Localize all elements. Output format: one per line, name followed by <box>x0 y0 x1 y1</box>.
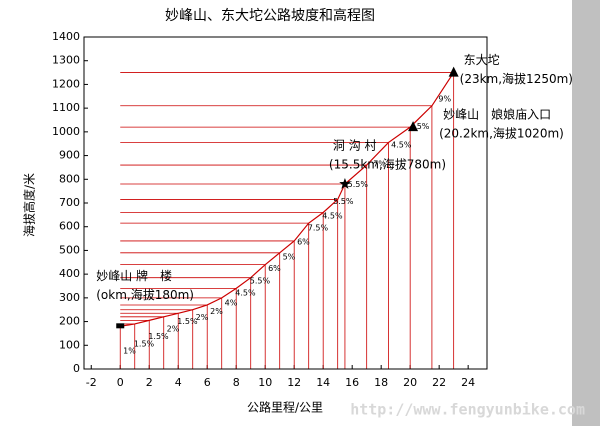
y-tick-label: 900 <box>59 149 80 162</box>
plot-frame <box>83 36 488 370</box>
landmark-marker <box>448 66 459 77</box>
landmark-detail: (23km,海拔1250m) <box>460 71 573 86</box>
slope-label: 7.5% <box>308 223 329 232</box>
landmark-marker <box>339 178 351 189</box>
slope-label: 1.5% <box>177 317 198 326</box>
x-tick-label: 4 <box>175 376 182 389</box>
slope-label: 5% <box>417 122 430 131</box>
y-tick-label: 800 <box>59 172 80 185</box>
landmark-name: 东大坨 <box>464 52 500 67</box>
y-tick-label: 1100 <box>52 101 80 114</box>
y-tick-label: 1200 <box>52 77 80 90</box>
x-tick-label: 16 <box>345 376 359 389</box>
x-tick-label: 22 <box>432 376 446 389</box>
slope-label: 6% <box>268 264 281 273</box>
y-tick-label: 1300 <box>52 54 80 67</box>
y-tick-label: 400 <box>59 267 80 280</box>
side-bar <box>572 0 600 426</box>
x-tick-label: 24 <box>461 376 475 389</box>
chart-title: 妙峰山、东大坨公路坡度和高程图 <box>165 7 375 24</box>
y-tick-label: 1400 <box>52 30 80 43</box>
y-tick-label: 200 <box>59 315 80 328</box>
slope-label: 4% <box>225 299 238 308</box>
x-tick-label: 20 <box>403 376 417 389</box>
x-tick-label: 10 <box>258 376 272 389</box>
x-tick-label: 6 <box>204 376 211 389</box>
slope-label: 5.5% <box>348 180 369 189</box>
y-tick-label: 1000 <box>52 125 80 138</box>
x-tick-label: 0 <box>117 376 124 389</box>
y-tick-label: 600 <box>59 220 80 233</box>
watermark: http://www.fengyunbike.com <box>350 401 585 419</box>
x-tick-label: 8 <box>233 376 240 389</box>
slope-label: 1.5% <box>148 332 169 341</box>
slope-label: 5% <box>283 252 296 261</box>
slope-label: 4.5% <box>235 289 256 298</box>
slope-label: 5.5% <box>333 197 354 206</box>
landmark-detail: (okm,海拔180m) <box>96 287 194 302</box>
slope-label: 4.5% <box>391 140 412 149</box>
x-tick-label: 18 <box>374 376 388 389</box>
y-tick-label: 300 <box>59 291 80 304</box>
landmark-detail: (20.2km,海拔1020m) <box>439 126 564 141</box>
slope-label: 2% <box>167 325 180 334</box>
landmark-name: 妙峰山 牌 楼 <box>96 268 172 283</box>
landmark-name: 洞 沟 村 <box>333 139 377 153</box>
slope-label: 2% <box>196 313 209 322</box>
slope-label: 2% <box>210 307 223 316</box>
y-tick-label: 100 <box>59 338 80 351</box>
x-tick-label: 2 <box>146 376 153 389</box>
slope-label: 9% <box>438 95 451 104</box>
y-tick-label: 500 <box>59 243 80 256</box>
y-tick-label: 0 <box>73 362 80 375</box>
slope-label: 5.5% <box>250 277 271 286</box>
slope-label: 1.5% <box>134 340 155 349</box>
landmark-name: 妙峰山 娘娘庙入口 <box>443 107 551 122</box>
slope-label: 7% <box>373 159 386 168</box>
y-axis-label: 海拔高度/米 <box>22 173 37 237</box>
profile-line <box>120 72 455 327</box>
landmark-detail: (15.5km,海拔780m) <box>329 157 446 172</box>
slope-label: 6% <box>297 238 310 247</box>
slope-label: 1% <box>123 347 136 356</box>
slope-label: 4.5% <box>322 211 343 220</box>
landmark-marker <box>408 121 419 132</box>
x-tick-label: 12 <box>287 376 301 389</box>
y-tick-label: 700 <box>59 196 80 209</box>
x-tick-label: -2 <box>86 376 97 389</box>
x-axis-label: 公路里程/公里 <box>247 400 323 415</box>
x-tick-label: 14 <box>316 376 330 389</box>
landmark-marker <box>116 323 125 329</box>
